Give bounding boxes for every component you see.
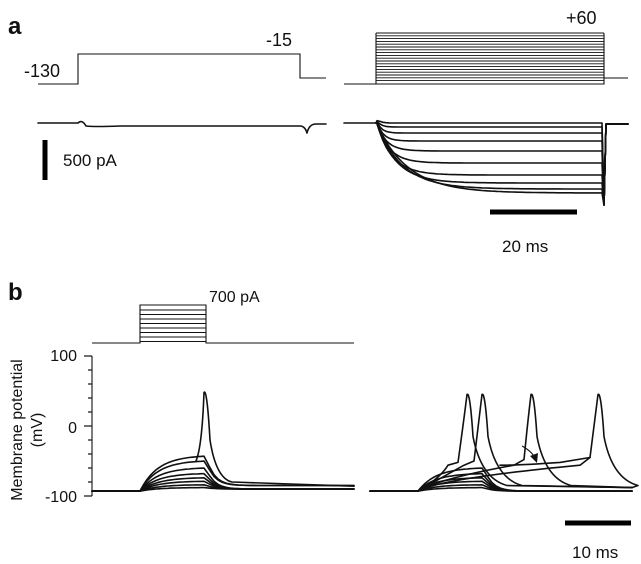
current-trace (375, 122, 629, 206)
membrane-trace (369, 467, 633, 492)
y-tick-label-100: 100 (50, 348, 77, 365)
current-scale-label: 500 pA (63, 151, 118, 170)
current-trace (375, 119, 629, 206)
y-tick-label-0: 0 (68, 420, 77, 437)
current-trace (375, 122, 629, 206)
current-trace (375, 122, 629, 206)
current-protocol-outline (92, 304, 354, 344)
time-scale-label-a: 20 ms (502, 237, 548, 256)
step-potential-label: -15 (266, 30, 292, 50)
left-voltage-protocol (38, 53, 326, 85)
panel-b-label: b (8, 279, 23, 306)
panel-a-label: a (8, 13, 22, 40)
right-current-traces (343, 119, 629, 206)
action-potential-trace (417, 393, 639, 492)
y-axis-unit: (mV) (29, 413, 46, 448)
current-trace (375, 120, 629, 206)
action-potential-trace (417, 393, 633, 492)
holding-potential-label: -130 (24, 61, 60, 81)
action-potential-trace (417, 393, 633, 492)
current-step-label: 700 pA (209, 289, 260, 306)
plateau-trace (499, 456, 591, 466)
left-membrane-traces (91, 391, 355, 492)
current-trace (375, 122, 629, 206)
action-potential-trace (417, 393, 633, 492)
current-trace (375, 121, 629, 206)
right-membrane-traces (369, 393, 639, 492)
right-voltage-protocol (344, 32, 628, 85)
y-tick-label-minus-100: -100 (45, 489, 77, 506)
left-current-trace (37, 120, 327, 134)
arrow-head (530, 453, 538, 463)
action-potential-trace (195, 391, 355, 487)
membrane-trace (91, 467, 355, 492)
current-step-protocol (92, 304, 354, 344)
current-trace (375, 122, 629, 206)
y-axis-label: Membrane potential (9, 359, 26, 500)
top-step-potential-label: +60 (566, 8, 597, 28)
y-axis-ticks (84, 355, 92, 497)
time-scale-label-b: 10 ms (572, 543, 618, 562)
current-trace (375, 122, 629, 206)
